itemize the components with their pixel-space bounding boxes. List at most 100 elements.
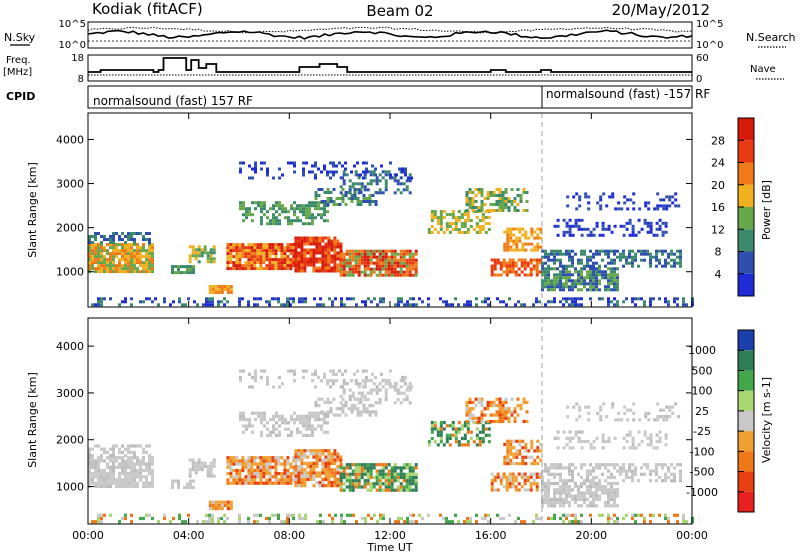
power-cell: [305, 161, 308, 165]
power-cell: [145, 261, 148, 265]
power-cell: [562, 297, 565, 301]
power-cell: [509, 248, 513, 252]
velocity-cell: [97, 475, 100, 479]
power-cell: [244, 264, 248, 268]
velocity-cell: [387, 482, 391, 486]
velocity-cell: [396, 475, 400, 480]
velocity-cell: [269, 430, 272, 434]
velocity-cell: [454, 430, 458, 434]
power-cell: [263, 207, 266, 211]
velocity-cell: [510, 397, 514, 401]
power-cell: [318, 236, 322, 240]
velocity-cell: [589, 494, 592, 498]
velocity-cell: [339, 472, 343, 476]
power-cell: [142, 255, 145, 259]
power-cell: [676, 303, 679, 307]
velocity-cell: [408, 388, 412, 392]
velocity-cell: [616, 504, 619, 508]
velocity-cell: [466, 516, 469, 521]
power-cell: [151, 246, 154, 250]
power-cell: [297, 266, 301, 270]
velocity-cell: [331, 516, 334, 521]
power-cell: [308, 216, 311, 220]
velocity-cell: [586, 504, 589, 508]
velocity-cell: [556, 430, 560, 434]
velocity-cell: [662, 408, 666, 412]
power-cell: [517, 258, 521, 262]
power-cell: [357, 255, 361, 259]
power-cell: [390, 264, 394, 268]
velocity-cell: [130, 459, 133, 463]
velocity-cell: [439, 421, 443, 425]
velocity-cell: [521, 446, 525, 450]
velocity-cell: [601, 513, 604, 517]
power-cell: [356, 173, 359, 177]
velocity-cell: [547, 504, 550, 508]
velocity-cell: [112, 481, 115, 485]
power-cell: [375, 179, 379, 183]
velocity-cell: [91, 465, 94, 469]
power-cell: [676, 255, 679, 259]
velocity-cell: [142, 450, 145, 454]
power-cell: [513, 206, 517, 209]
power-cell: [300, 236, 304, 240]
velocity-cell: [504, 407, 508, 411]
power-cell: [142, 264, 145, 268]
power-cell: [277, 267, 281, 271]
velocity-cell: [278, 414, 281, 418]
power-cell: [533, 236, 537, 240]
velocity-cell: [183, 485, 186, 490]
power-cell: [538, 270, 542, 274]
velocity-cell: [396, 398, 400, 402]
power-cell: [436, 216, 440, 219]
velocity-cell: [501, 419, 505, 424]
velocity-cell: [631, 513, 634, 517]
power-cell: [436, 219, 440, 222]
power-cell: [535, 264, 539, 268]
power-cell: [649, 297, 652, 301]
power-cell: [496, 297, 499, 301]
power-cell: [309, 239, 313, 243]
power-cell: [673, 300, 676, 304]
velocity-cell: [151, 484, 154, 488]
velocity-cell: [251, 375, 254, 380]
velocity-cell: [532, 482, 536, 486]
velocity-cell: [506, 449, 510, 453]
velocity-cell: [607, 439, 611, 444]
velocity-cell: [634, 513, 637, 517]
velocity-cell: [366, 466, 370, 470]
power-cell: [314, 173, 317, 177]
power-cell: [130, 249, 133, 253]
power-cell: [378, 273, 382, 277]
velocity-cell: [260, 414, 263, 418]
colorbar-tick-label: 8: [715, 246, 722, 259]
velocity-cell: [205, 520, 208, 524]
power-cell: [374, 173, 377, 177]
power-cell: [602, 192, 606, 196]
velocity-cell: [628, 466, 631, 470]
power-cell: [631, 297, 634, 301]
velocity-cell: [312, 465, 316, 469]
power-cell: [616, 279, 619, 283]
velocity-cell: [330, 461, 334, 465]
velocity-cell: [547, 469, 550, 473]
power-ylabel: Slant Range [km]: [26, 162, 39, 258]
velocity-cell: [323, 413, 327, 417]
velocity-cell: [357, 475, 361, 480]
velocity-cell: [191, 464, 195, 468]
velocity-cell: [342, 466, 346, 470]
velocity-cell: [336, 468, 340, 472]
power-cell: [524, 230, 528, 234]
power-cell: [577, 218, 581, 222]
power-cell: [610, 279, 613, 283]
power-cell: [477, 191, 481, 194]
power-cell: [300, 266, 304, 270]
power-cell: [439, 216, 443, 219]
velocity-cell: [454, 436, 458, 441]
velocity-cell: [97, 484, 100, 488]
velocity-cell: [610, 463, 613, 467]
power-cell: [362, 176, 365, 180]
power-cell: [400, 297, 403, 301]
power-cell: [314, 207, 317, 211]
power-cell: [205, 300, 208, 304]
